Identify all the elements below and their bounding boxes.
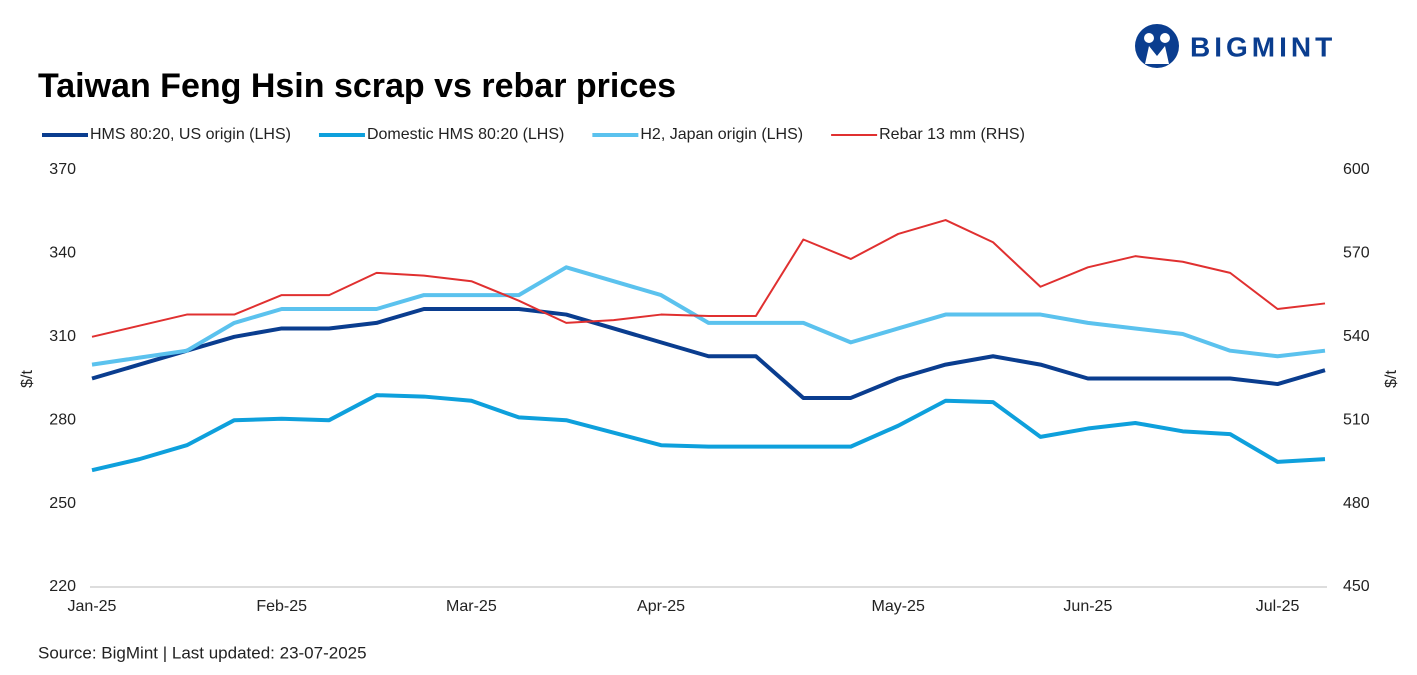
y2-tick-label: 510 (1343, 411, 1370, 428)
series-line (91, 307, 1326, 400)
y2-tick-label: 570 (1343, 245, 1370, 262)
y-axis-label: $/t (19, 370, 36, 388)
y-tick-label: 370 (49, 161, 76, 178)
source-note: Source: BigMint | Last updated: 23-07-20… (38, 643, 367, 662)
y-tick-label: 310 (49, 328, 76, 345)
legend-label: Rebar 13 mm (RHS) (879, 126, 1025, 143)
series-line (91, 265, 1326, 367)
y2-tick-label: 600 (1343, 161, 1370, 178)
x-tick-label: Feb-25 (256, 598, 307, 615)
legend-label: Domestic HMS 80:20 (LHS) (367, 126, 564, 143)
y2-tick-label: 540 (1343, 328, 1370, 345)
y2-axis-label: $/t (1383, 370, 1400, 388)
x-tick-label: Jan-25 (68, 598, 117, 615)
x-tick-label: Jul-25 (1256, 598, 1300, 615)
logo: BIGMINT (1135, 24, 1336, 68)
y-tick-label: 250 (49, 495, 76, 512)
x-tick-label: Jun-25 (1063, 598, 1112, 615)
x-tick-label: Mar-25 (446, 598, 497, 615)
x-tick-label: Apr-25 (637, 598, 685, 615)
y-tick-label: 220 (49, 578, 76, 595)
chart-title: Taiwan Feng Hsin scrap vs rebar prices (38, 67, 676, 105)
logo-icon-dot (1160, 33, 1170, 43)
legend-label: HMS 80:20, US origin (LHS) (90, 126, 291, 143)
legend-label: H2, Japan origin (LHS) (640, 126, 803, 143)
logo-icon-dot (1144, 33, 1154, 43)
y2-tick-label: 450 (1343, 578, 1370, 595)
y-tick-label: 280 (49, 411, 76, 428)
logo-icon-shape (1145, 46, 1169, 64)
x-tick-label: May-25 (872, 598, 925, 615)
y2-tick-label: 480 (1343, 495, 1370, 512)
series-line (91, 219, 1326, 338)
series-line (91, 393, 1326, 473)
y-tick-label: 340 (49, 245, 76, 262)
logo-text: BIGMINT (1190, 31, 1336, 62)
